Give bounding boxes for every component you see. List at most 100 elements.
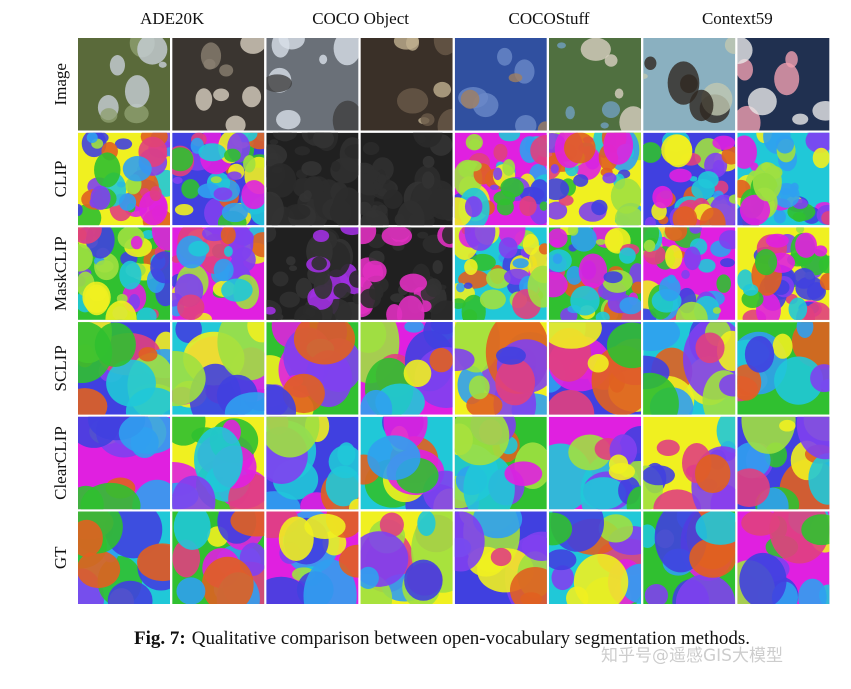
blob — [114, 138, 133, 150]
blob — [360, 389, 393, 415]
blob — [332, 187, 359, 226]
blob — [272, 132, 297, 141]
blob — [549, 512, 573, 546]
blob — [304, 513, 346, 539]
blob — [172, 176, 183, 184]
blob — [302, 190, 312, 200]
blob — [570, 227, 597, 252]
blob — [295, 277, 313, 299]
cell-content — [360, 416, 453, 510]
blob — [808, 453, 830, 505]
blob — [788, 297, 808, 320]
blob — [512, 258, 529, 269]
cell-content — [737, 416, 830, 510]
row-label: MaskCLIP — [51, 236, 70, 311]
blob — [138, 347, 158, 362]
blob — [247, 322, 265, 343]
blob — [137, 543, 170, 582]
image-cell — [78, 511, 170, 604]
column-header: Context59 — [702, 9, 773, 28]
blob — [360, 566, 379, 590]
blob — [549, 322, 602, 349]
blob — [812, 100, 830, 121]
blob — [429, 347, 453, 373]
image-cell — [737, 227, 830, 320]
blob — [608, 462, 636, 481]
blob — [549, 201, 568, 220]
row-label: CLIP — [51, 161, 70, 198]
image-cell — [360, 227, 453, 320]
blob — [495, 358, 536, 406]
blob — [821, 211, 830, 225]
blob — [195, 88, 213, 111]
blob — [442, 227, 453, 245]
blob — [728, 194, 736, 204]
blob — [504, 461, 543, 486]
blob — [631, 281, 641, 294]
blob — [580, 477, 627, 510]
blob — [202, 227, 227, 242]
row-label: ClearCLIP — [51, 426, 70, 500]
cell-content — [549, 511, 641, 604]
blob — [551, 565, 574, 591]
cell-content — [360, 227, 453, 320]
blob — [537, 121, 547, 131]
image-cell — [266, 227, 359, 320]
image-cell — [360, 132, 453, 226]
blob — [720, 258, 735, 268]
blob — [529, 179, 547, 205]
blob — [124, 103, 149, 124]
image-cell — [737, 416, 830, 510]
blob — [368, 283, 384, 301]
blob — [349, 270, 359, 288]
blob — [224, 392, 265, 415]
blob — [497, 47, 513, 66]
blob — [393, 38, 419, 50]
blob — [360, 322, 387, 354]
blob — [595, 311, 610, 320]
blob — [352, 293, 359, 305]
blob — [502, 159, 516, 176]
cell-content — [549, 322, 641, 415]
blob — [643, 524, 657, 548]
blob — [454, 511, 485, 572]
blob — [124, 75, 150, 108]
cell-content — [360, 132, 453, 226]
blob — [712, 135, 736, 150]
blob — [100, 108, 118, 123]
blob — [137, 38, 168, 65]
cell-content — [78, 322, 170, 415]
blob — [566, 266, 583, 285]
blob — [331, 160, 341, 172]
blob — [349, 498, 359, 510]
cell-content — [78, 132, 170, 226]
blob — [549, 549, 577, 571]
cell-content — [737, 227, 830, 320]
cell-content — [266, 227, 359, 320]
image-cell — [454, 38, 547, 131]
blob — [795, 227, 805, 233]
image-cell — [643, 511, 736, 604]
blob — [539, 201, 547, 211]
blob — [689, 227, 702, 234]
blob — [344, 144, 359, 159]
blob — [125, 387, 170, 415]
blob — [396, 88, 429, 114]
blob — [119, 260, 142, 290]
caption-label: Fig. 7: — [134, 628, 186, 649]
blob — [420, 113, 435, 127]
cell-content — [454, 227, 547, 320]
blob — [78, 243, 93, 272]
blob — [486, 268, 511, 289]
blob — [78, 204, 83, 217]
blob — [425, 278, 442, 298]
blob — [519, 195, 537, 217]
blob — [221, 278, 253, 302]
blob — [432, 260, 443, 274]
blob — [340, 227, 359, 236]
blob — [78, 227, 102, 244]
blob — [603, 132, 634, 165]
cell-content — [172, 38, 265, 131]
image-cell — [172, 132, 265, 226]
